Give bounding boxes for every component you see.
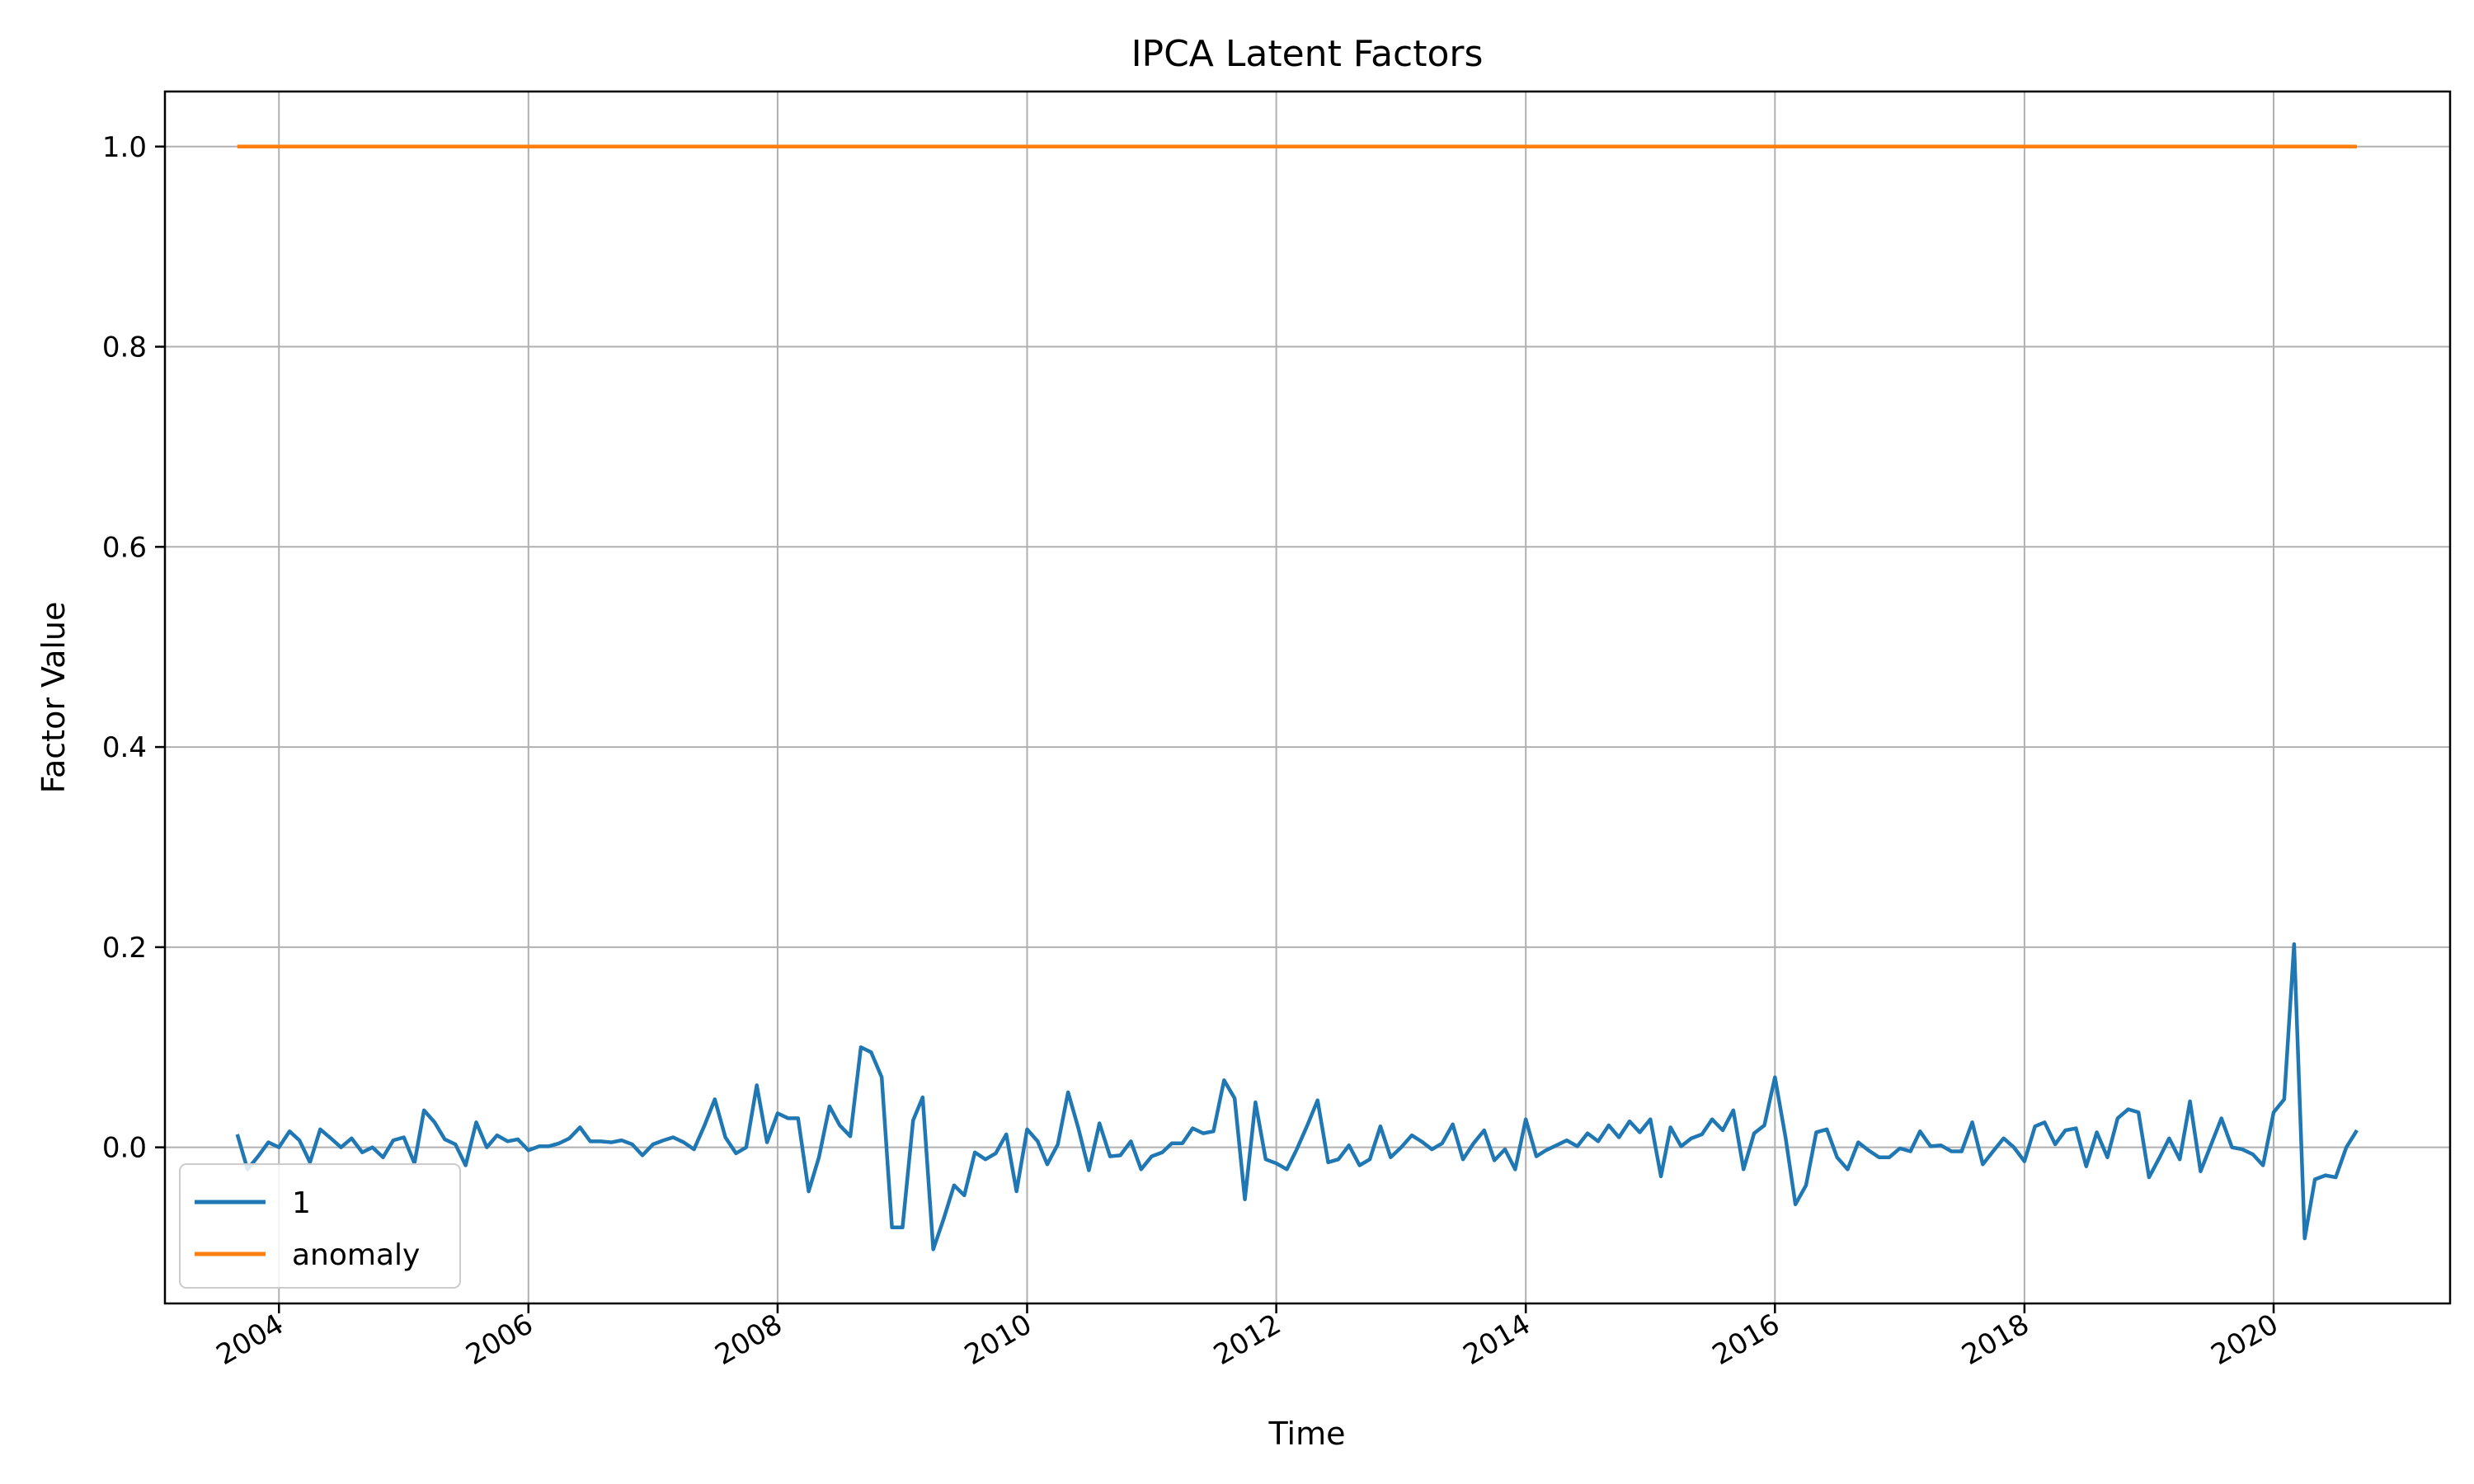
y-tick-label: 0.4 [102,731,147,764]
series-layer [235,144,2359,1252]
y-tick-label: 0.0 [102,1132,147,1165]
legend-label-anomaly: anomaly [292,1238,420,1272]
y-tick-label: 1.0 [102,131,147,164]
chart-title: IPCA Latent Factors [1131,33,1484,75]
x-axis-label: Time [1268,1416,1346,1452]
y-tick-label: 0.6 [102,531,147,564]
grid-layer [165,92,2450,1303]
y-tick-label: 0.8 [102,331,147,364]
legend: 1 anomaly [179,1163,461,1289]
series-1-line [235,942,2359,1252]
y-tick-label: 0.2 [102,932,147,965]
legend-box [179,1163,461,1289]
y-axis-label: Factor Value [35,602,72,794]
legend-label-series-1: 1 [292,1186,311,1220]
plot-area-frame [163,90,2452,1305]
